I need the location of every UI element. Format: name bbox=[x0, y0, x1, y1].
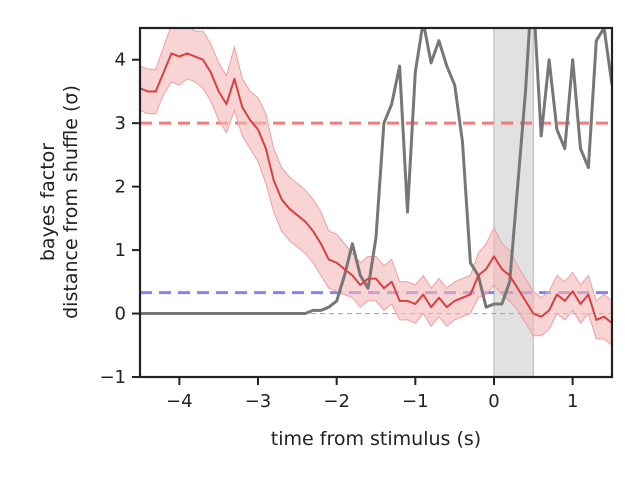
x-axis: −4 −3 −2 −1 0 1 bbox=[166, 377, 578, 412]
x-tick-label: 0 bbox=[488, 391, 499, 412]
y-axis: −1 0 1 2 3 4 bbox=[99, 50, 140, 388]
y-tick-label: 2 bbox=[115, 177, 126, 198]
x-tick-label: −2 bbox=[323, 391, 350, 412]
y-axis-label-line-2: distance from shuffle (σ) bbox=[60, 85, 82, 319]
y-tick-label: −1 bbox=[99, 367, 126, 388]
x-tick-label: −1 bbox=[402, 391, 429, 412]
plot-area bbox=[140, 28, 612, 377]
y-tick-label: 4 bbox=[115, 50, 126, 71]
y-tick-label: 1 bbox=[115, 240, 126, 261]
plot-frame bbox=[138, 26, 614, 379]
y-tick-label: 3 bbox=[115, 113, 126, 134]
y-axis-label-line-1: bayes factor bbox=[37, 143, 59, 261]
confidence-band bbox=[140, 28, 612, 346]
series-line-red bbox=[140, 52, 612, 324]
y-tick-label: 0 bbox=[115, 304, 126, 325]
x-tick-label: 1 bbox=[567, 391, 578, 412]
x-tick-label: −3 bbox=[245, 391, 272, 412]
x-axis-label: time from stimulus (s) bbox=[271, 428, 481, 450]
series-line-grey bbox=[140, 28, 612, 315]
x-tick-label: −4 bbox=[166, 391, 193, 412]
